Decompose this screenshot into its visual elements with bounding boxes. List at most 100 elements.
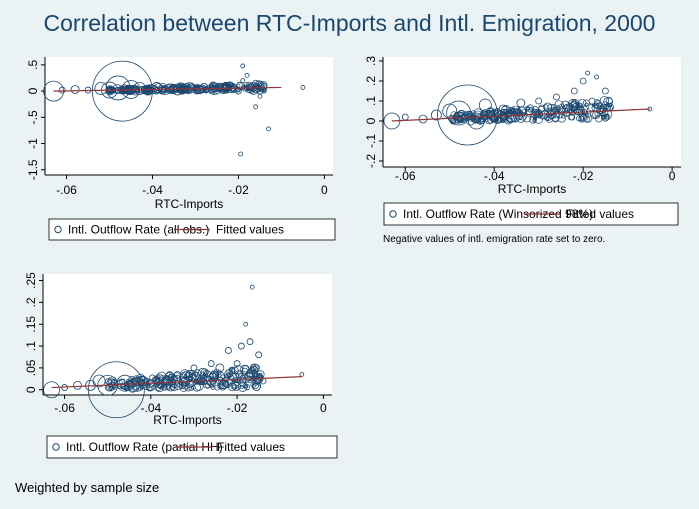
fitted-line bbox=[391, 108, 650, 122]
data-point bbox=[233, 365, 243, 375]
data-point bbox=[478, 98, 492, 112]
legend: Intl. Outflow Rate (all obs.) Fitted valu… bbox=[48, 218, 336, 241]
y-tick-label: -1 bbox=[26, 138, 40, 149]
data-point bbox=[246, 338, 254, 346]
y-tick-label: .2 bbox=[24, 297, 38, 307]
x-tick-label: -.06 bbox=[56, 183, 77, 197]
data-point bbox=[250, 381, 257, 388]
data-point bbox=[594, 74, 599, 80]
data-point bbox=[58, 86, 66, 94]
plot-area bbox=[383, 57, 681, 167]
data-point bbox=[570, 100, 578, 108]
data-point bbox=[500, 114, 507, 121]
data-point bbox=[601, 87, 609, 95]
data-point bbox=[255, 85, 265, 95]
y-tick-label: 0 bbox=[364, 117, 378, 124]
data-point bbox=[188, 385, 194, 391]
data-point bbox=[209, 372, 218, 382]
panel-2: .3 .2 .1 0 -.1 -.2 -.06 -.04 -.02 0 RTC-Imports Int… bbox=[364, 56, 681, 245]
data-point bbox=[228, 382, 237, 392]
x-tick-label: 0 bbox=[321, 183, 328, 197]
data-point bbox=[220, 374, 226, 379]
data-point bbox=[587, 103, 596, 112]
data-point bbox=[198, 367, 207, 377]
x-tick-label: -.04 bbox=[484, 169, 505, 183]
data-point bbox=[87, 361, 145, 419]
data-point bbox=[173, 371, 182, 379]
x-tick-label: 0 bbox=[320, 401, 327, 415]
data-point bbox=[585, 114, 590, 119]
data-point bbox=[532, 117, 537, 122]
data-point bbox=[238, 342, 245, 350]
data-point bbox=[543, 104, 549, 110]
data-point bbox=[255, 351, 263, 359]
data-point bbox=[233, 360, 241, 367]
data-point bbox=[584, 102, 589, 107]
data-point bbox=[180, 85, 186, 91]
data-point bbox=[454, 111, 464, 121]
data-point bbox=[505, 109, 513, 117]
legend-label: Fitted values bbox=[217, 440, 285, 454]
data-point bbox=[535, 112, 541, 118]
y-tick-label: .2 bbox=[364, 76, 378, 86]
data-point bbox=[556, 110, 564, 119]
data-point bbox=[191, 384, 196, 390]
legend-marker-icon bbox=[54, 225, 62, 234]
data-point bbox=[535, 97, 543, 105]
data-point bbox=[525, 108, 535, 118]
data-point bbox=[225, 383, 231, 389]
data-point bbox=[165, 372, 175, 382]
legend-marker-icon bbox=[52, 443, 60, 451]
data-point bbox=[300, 85, 306, 90]
data-point bbox=[506, 117, 512, 124]
fitted-line bbox=[53, 86, 282, 92]
data-point bbox=[138, 376, 146, 383]
footnote: Weighted by sample size bbox=[15, 480, 159, 495]
data-point bbox=[578, 115, 584, 122]
data-point bbox=[213, 368, 220, 375]
data-point bbox=[575, 115, 582, 122]
data-point bbox=[594, 111, 601, 118]
data-point bbox=[470, 110, 476, 116]
x-tick-label: -.04 bbox=[140, 401, 161, 415]
y-tick-label: .1 bbox=[24, 341, 38, 351]
data-point bbox=[456, 112, 467, 122]
data-point bbox=[234, 370, 243, 378]
data-point bbox=[479, 115, 487, 123]
data-point bbox=[561, 114, 566, 119]
data-point bbox=[236, 81, 245, 91]
data-point bbox=[579, 77, 587, 85]
data-point bbox=[598, 104, 608, 113]
data-point bbox=[490, 116, 497, 123]
data-point bbox=[485, 111, 494, 120]
data-point bbox=[202, 86, 209, 93]
x-tick-label: 0 bbox=[669, 169, 676, 183]
data-point bbox=[239, 384, 244, 389]
y-tick-label: 0 bbox=[24, 386, 38, 393]
data-point bbox=[144, 87, 152, 94]
data-point bbox=[250, 364, 257, 371]
data-point bbox=[148, 374, 157, 382]
x-tick-label: -.02 bbox=[228, 183, 249, 197]
y-tick-label: .5 bbox=[26, 60, 40, 70]
data-point bbox=[570, 104, 575, 109]
panel-1: .5 0 -.5 -1 -1.5 -.06 -.04 -.02 0 RTC-Imports Intl… bbox=[26, 57, 336, 241]
data-point bbox=[186, 370, 194, 378]
data-point bbox=[510, 112, 520, 123]
data-point bbox=[473, 110, 483, 120]
data-point bbox=[522, 113, 532, 123]
data-point bbox=[132, 382, 142, 392]
data-point bbox=[240, 63, 246, 69]
data-point bbox=[184, 82, 194, 92]
data-point bbox=[577, 102, 584, 109]
data-point bbox=[138, 377, 144, 383]
data-point bbox=[195, 374, 204, 384]
data-point bbox=[247, 85, 256, 94]
fitted-line bbox=[51, 376, 302, 389]
data-point bbox=[92, 374, 106, 388]
x-tick-label: -.02 bbox=[573, 169, 594, 183]
data-point bbox=[499, 114, 509, 123]
data-point bbox=[249, 86, 259, 95]
y-tick-label: .05 bbox=[24, 359, 38, 376]
data-point bbox=[70, 85, 80, 94]
